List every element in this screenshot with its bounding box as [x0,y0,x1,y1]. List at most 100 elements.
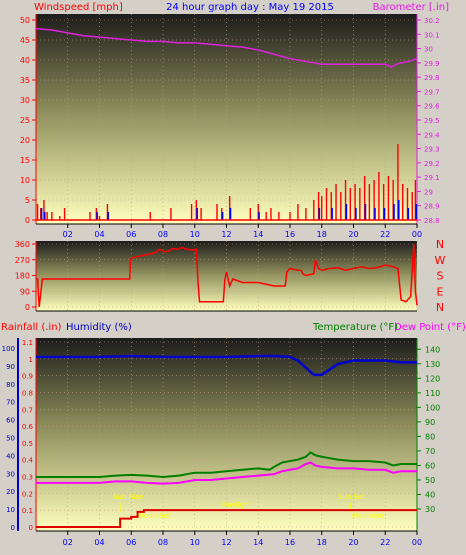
baro-tick-label: 29.6 [424,103,440,111]
direction-panel [36,241,417,311]
x-tick-label: 10 [190,230,200,239]
x-tick-label: 16 [285,230,295,239]
x-tick-label: 22 [380,230,390,239]
compass-label: N [436,301,444,314]
wind-tick-label: 10 [20,176,30,185]
baro-tick-label: 29.2 [424,160,440,168]
temp-tick-label: 50 [425,476,435,485]
x-tick-label: 18 [317,538,327,547]
x-tick-label: 12 [221,538,231,547]
humidity-tick-label: 100 [2,345,15,353]
wind-tick-label: 40 [20,56,30,65]
humidity-tick-label: 60 [6,417,15,425]
wind-tick-label: 15 [20,156,30,165]
compass-label: E [437,285,444,298]
wind-tick-label: 25 [20,116,30,125]
temp-tick-label: 60 [425,461,435,470]
humidity-tick-label: 90 [6,363,15,371]
x-tick-label: 04 [94,538,104,547]
temperature-line [36,451,417,479]
rain-tick-label: 1 [29,356,33,364]
moonset-label: Moon Set [138,512,171,520]
x-tick-label: 00 [412,538,422,547]
rain-tick-label: 0.2 [22,490,33,498]
x-tick-label: 06 [126,538,136,547]
humidity-tick-label: 0 [11,524,15,532]
temp-tick-label: 100 [425,403,440,412]
humidity-tick-label: 20 [6,488,15,496]
rain-tick-label: 0.1 [22,507,33,515]
wind-tick-label: 0 [25,216,30,225]
chart-title: 24 hour graph day : May 19 2015 [166,2,334,13]
temp-tick-label: 120 [425,374,440,383]
baro-tick-label: 28.8 [424,217,440,225]
dir-tick-label: 270 [15,256,30,265]
temp-tick-label: 40 [425,490,435,499]
x-tick-label: 12 [221,230,231,239]
dir-tick-label: 0 [25,303,30,312]
dir-tick-label: 180 [15,272,30,281]
rain-tick-label: 0.4 [22,457,34,465]
x-tick-label: 02 [63,230,73,239]
temp-tick-label: 30 [425,505,435,514]
barometer-line [35,27,418,68]
moonrise-label: Moonrise [352,512,384,520]
humidity-line [36,354,417,377]
x-tick-label: 06 [126,230,136,239]
baro-tick-label: 29.7 [424,88,440,96]
x-tick-label: 10 [190,538,200,547]
rain-tick-label: 0.5 [22,440,33,448]
x-tick-label: 16 [285,538,295,547]
compass-label: S [437,270,444,283]
temp-tick-label: 140 [425,345,440,354]
axes: 0510152025303540455028.828.92929.129.229… [2,14,440,547]
temp-tick-label: 110 [425,389,440,398]
temp-tick-label: 90 [425,418,435,427]
temp-tick-label: 80 [425,432,435,441]
wind-tick-label: 5 [25,196,30,205]
rain-tick-label: 0.6 [22,423,34,431]
rain-tick-label: 1.1 [22,339,33,347]
temp-tick-label: 70 [425,447,435,456]
baro-tick-label: 29.9 [424,60,440,68]
x-tick-label: 00 [412,230,422,239]
temp-axis-title: Temperature (°F) [312,322,398,333]
rain-tick-label: 0.3 [22,474,33,482]
baro-tick-label: 29.8 [424,74,440,82]
sunset-label: Sun Set [338,493,365,501]
wind-tick-label: 35 [20,76,30,85]
wind-direction-line [36,243,418,308]
marks [35,27,418,528]
rain-axis-title: Rainfall (.in) [1,322,62,333]
baro-tick-label: 30 [424,46,433,54]
baro-axis-title: Barometer [.in] [373,2,449,13]
compass-label: N [436,238,444,251]
wind-axis-title: Windspeed [mph] [34,2,123,13]
baro-tick-label: 29.1 [424,174,440,182]
humidity-tick-label: 30 [6,470,15,478]
x-tick-label: 08 [158,538,168,547]
baro-tick-label: 29.5 [424,117,440,125]
x-tick-label: 04 [94,230,104,239]
baro-tick-label: 29 [424,188,433,196]
dir-tick-label: 360 [15,240,30,249]
baro-tick-label: 30.2 [424,17,440,25]
dewpoint-line [36,461,417,485]
temp-tick-label: 130 [425,360,440,369]
x-tick-label: 18 [317,230,327,239]
humidity-tick-label: 50 [6,435,15,443]
x-tick-label: 20 [348,230,358,239]
sunrise-label: Sun Rise [113,493,143,501]
x-tick-label: 22 [380,538,390,547]
wind-tick-label: 30 [20,96,30,105]
rain-tick-label: 0.7 [22,406,33,414]
baro-tick-label: 30.1 [424,31,440,39]
baro-tick-label: 28.9 [424,203,440,211]
humidity-tick-label: 40 [6,452,15,460]
rain-tick-label: 0 [29,524,33,532]
x-tick-label: 20 [348,538,358,547]
humidity-tick-label: 10 [6,506,15,514]
x-tick-label: 08 [158,230,168,239]
